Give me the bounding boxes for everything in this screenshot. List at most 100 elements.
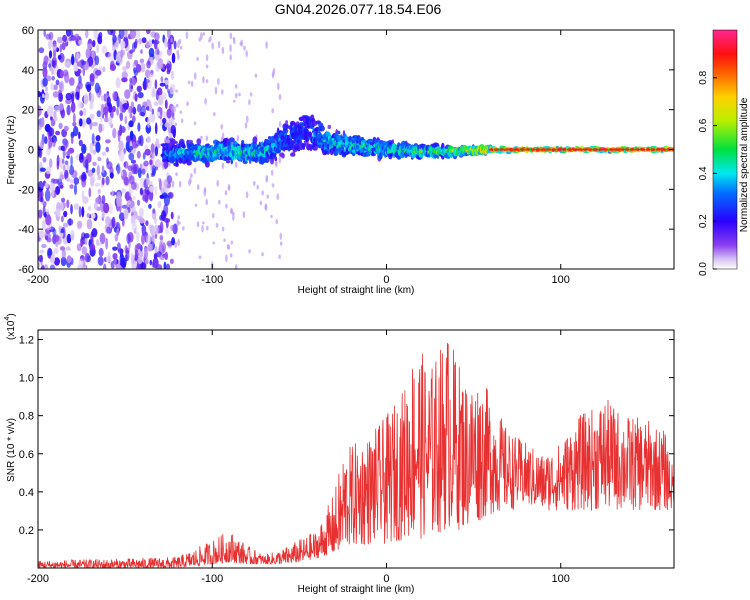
ridge-blob <box>376 137 380 141</box>
x-tick-label: 0 <box>383 573 389 585</box>
noise-blob <box>171 105 177 113</box>
ridge-blob <box>274 156 278 162</box>
noise-blob <box>66 177 71 182</box>
noise-blob <box>38 261 41 269</box>
noise-blob <box>144 144 149 150</box>
noise-blob <box>115 77 121 89</box>
noise-blob <box>185 31 189 40</box>
noise-blob <box>190 173 193 178</box>
noise-blob <box>233 39 236 45</box>
noise-blob <box>234 161 238 168</box>
noise-blob <box>147 117 151 128</box>
noise-blob <box>172 117 176 121</box>
noise-blob <box>264 203 268 211</box>
noise-blob <box>226 243 230 250</box>
noise-blob <box>140 49 143 54</box>
noise-blob <box>152 208 156 214</box>
noise-blob <box>46 209 50 216</box>
snr-scale-base: (x10 <box>6 320 17 340</box>
noise-blob <box>154 32 160 41</box>
noise-blob <box>84 236 88 246</box>
noise-blob <box>71 92 75 104</box>
noise-blob <box>136 103 142 113</box>
noise-blob <box>73 177 80 185</box>
noise-blob <box>139 111 146 117</box>
noise-blob <box>153 39 158 50</box>
noise-blob <box>53 110 57 119</box>
noise-blob <box>39 190 44 199</box>
noise-blob <box>132 106 137 115</box>
noise-blob <box>217 40 221 49</box>
noise-blob <box>135 63 142 73</box>
noise-blob <box>89 113 95 120</box>
y-tick-label: -20 <box>18 184 34 196</box>
noise-blob <box>92 161 97 166</box>
noise-blob <box>59 228 65 234</box>
noise-blob <box>121 188 126 194</box>
noise-blob <box>171 237 176 246</box>
noise-blob <box>101 195 106 205</box>
noise-blob <box>157 143 161 149</box>
noise-blob <box>169 258 174 264</box>
noise-blob <box>266 194 270 199</box>
noise-blob <box>73 183 78 196</box>
noise-blob <box>136 85 142 93</box>
noise-blob <box>61 42 66 51</box>
colorbar-label: Normalized spectral amplitude <box>739 97 750 232</box>
noise-blob <box>147 73 154 78</box>
noise-blob <box>66 164 71 171</box>
noise-blob <box>123 161 129 169</box>
noise-blob <box>254 73 258 78</box>
noise-blob <box>149 259 153 266</box>
colorbar-tick-label: 0.0 <box>698 262 709 276</box>
noise-blob <box>271 108 275 114</box>
noise-blob <box>176 219 180 227</box>
noise-blob <box>92 40 96 48</box>
noise-blob <box>145 123 152 134</box>
noise-blob <box>62 69 69 77</box>
ridge-core <box>634 148 640 151</box>
noise-blob <box>175 172 178 177</box>
ridge-core <box>661 148 666 151</box>
noise-blob <box>68 218 72 226</box>
ridge-core <box>650 148 656 151</box>
noise-blob <box>223 238 226 242</box>
noise-blob <box>180 118 184 124</box>
noise-blob <box>48 50 53 59</box>
noise-blob <box>94 82 100 94</box>
noise-blob <box>144 79 150 84</box>
noise-blob <box>165 263 171 269</box>
noise-blob <box>78 205 82 218</box>
noise-blob <box>50 116 53 121</box>
noise-blob <box>70 135 74 145</box>
noise-blob <box>154 216 157 225</box>
noise-blob <box>43 55 49 66</box>
noise-blob <box>160 187 165 194</box>
noise-blob <box>89 73 95 82</box>
noise-blob <box>65 30 72 37</box>
noise-blob <box>125 135 132 143</box>
noise-blob <box>175 103 179 108</box>
figure-title: GN04.2026.077.18.54.E06 <box>275 1 442 17</box>
noise-blob <box>43 264 49 269</box>
noise-blob <box>211 42 214 50</box>
noise-blob <box>157 200 162 209</box>
noise-blob <box>76 52 80 60</box>
snr-panel: -200 -100 0 100 0.2 0.4 0.6 0.8 1.0 1.2 Height o… <box>4 313 675 595</box>
ridge-core <box>666 148 672 151</box>
noise-blob <box>74 33 80 39</box>
noise-blob <box>105 146 110 153</box>
noise-blob <box>116 107 119 116</box>
noise-blob <box>38 255 43 263</box>
noise-blob <box>126 60 131 69</box>
noise-blob <box>86 213 90 218</box>
noise-blob <box>145 220 149 226</box>
noise-blob <box>276 193 280 201</box>
noise-blob <box>103 263 107 269</box>
noise-blob <box>271 183 275 188</box>
noise-blob <box>80 240 83 248</box>
noise-blob <box>136 150 141 159</box>
spectrogram-y-axis-label: Frequency (Hz) <box>6 116 17 185</box>
noise-blob <box>278 254 281 260</box>
noise-blob <box>75 39 79 45</box>
